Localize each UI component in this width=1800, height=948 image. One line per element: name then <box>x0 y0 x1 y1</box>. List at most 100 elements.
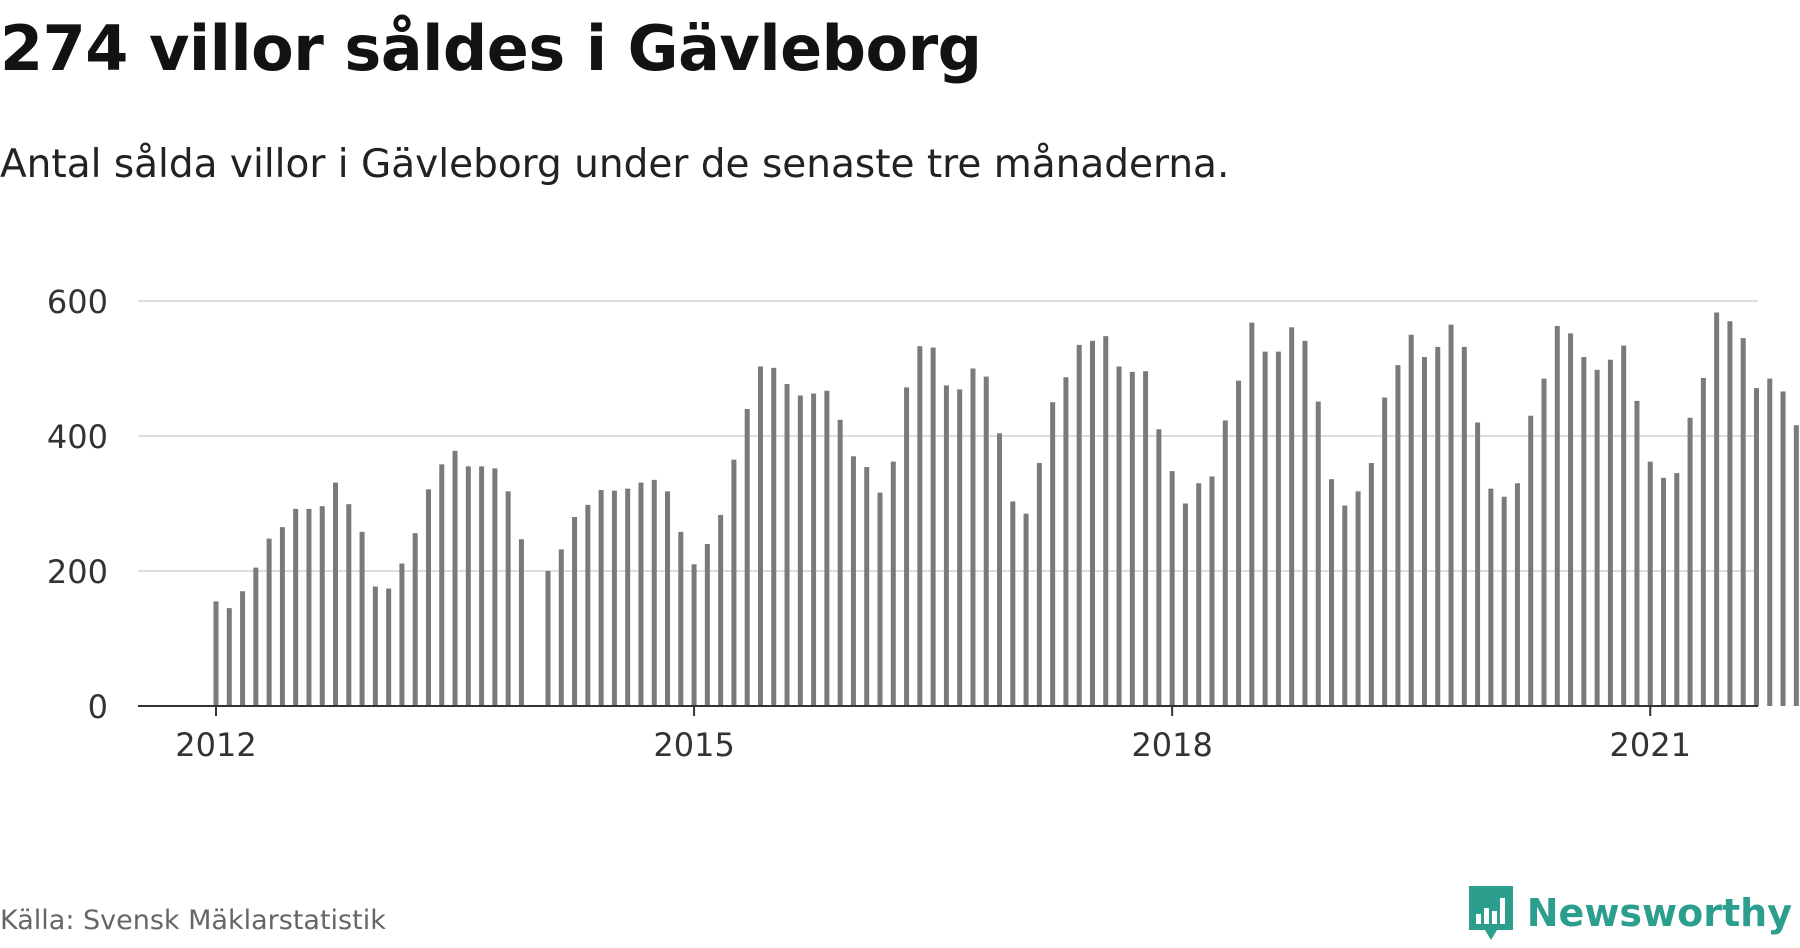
bar <box>372 586 378 706</box>
bar <box>1382 397 1388 706</box>
x-tick-label: 2015 <box>653 726 734 764</box>
bar <box>824 390 830 706</box>
source-note: Källa: Svensk Mäklarstatistik <box>0 905 386 936</box>
bar <box>850 456 856 706</box>
bar <box>1568 333 1574 706</box>
bar <box>1289 327 1295 706</box>
bar <box>306 508 312 706</box>
bar <box>930 347 936 706</box>
newsworthy-logo-icon <box>1468 886 1513 940</box>
bar <box>1368 463 1374 706</box>
bar <box>279 527 285 706</box>
bar <box>1421 357 1427 706</box>
bar <box>704 544 710 706</box>
bar <box>837 419 843 706</box>
bar <box>412 533 418 706</box>
bar <box>1554 325 1560 706</box>
bar <box>1182 503 1188 706</box>
bar <box>1129 371 1135 706</box>
bar <box>386 588 392 706</box>
y-tick-label: 0 <box>88 688 108 726</box>
bar <box>1461 346 1467 706</box>
bar <box>1355 491 1361 706</box>
bar <box>213 601 219 706</box>
bar <box>346 504 352 706</box>
bar <box>465 466 471 706</box>
bar <box>1089 340 1095 706</box>
bar <box>1740 338 1746 706</box>
bar <box>492 468 498 706</box>
bar <box>691 564 697 706</box>
bar <box>1514 483 1520 706</box>
bar <box>558 549 564 706</box>
bar <box>1329 479 1335 706</box>
brand-name: Newsworthy <box>1526 891 1792 935</box>
bar <box>518 539 524 706</box>
bar <box>1607 359 1613 706</box>
bar <box>665 491 671 706</box>
bar <box>1023 513 1029 706</box>
bar <box>1674 473 1680 706</box>
bar <box>917 346 923 706</box>
bar <box>1169 471 1175 706</box>
bar <box>678 531 684 706</box>
bar <box>1302 340 1308 706</box>
bar <box>1036 463 1042 706</box>
bar <box>638 482 644 706</box>
bar <box>1793 425 1799 706</box>
bar <box>1700 377 1706 706</box>
bar <box>545 571 551 706</box>
bar <box>240 591 246 706</box>
bar <box>1634 400 1640 706</box>
bar <box>625 488 631 706</box>
bar <box>718 514 724 706</box>
bar <box>1249 322 1255 706</box>
bar <box>1275 351 1281 706</box>
brand-logo[interactable]: Newsworthy <box>1467 884 1792 942</box>
bar <box>359 531 365 706</box>
bar <box>1488 488 1494 706</box>
bar <box>1222 420 1228 706</box>
bar <box>425 489 431 706</box>
bars <box>213 312 1799 706</box>
bar <box>983 376 989 706</box>
bar <box>1687 417 1693 706</box>
bar <box>1528 415 1534 706</box>
bar <box>1063 377 1069 706</box>
bar <box>1315 401 1321 706</box>
bar <box>1395 365 1401 706</box>
bar <box>598 490 604 706</box>
bar <box>811 393 817 706</box>
bar <box>904 387 910 706</box>
bar <box>1594 369 1600 706</box>
bar <box>439 464 445 706</box>
bar <box>797 395 803 706</box>
bar <box>1661 477 1667 706</box>
bar <box>1236 380 1242 706</box>
bar <box>399 563 405 706</box>
bar <box>572 517 578 706</box>
bar <box>731 459 737 706</box>
bar <box>784 384 790 706</box>
bar <box>997 433 1003 706</box>
y-tick-label: 200 <box>47 553 108 591</box>
bar <box>1196 483 1202 706</box>
bar <box>1156 429 1162 706</box>
bar <box>1501 496 1507 706</box>
bar <box>1581 357 1587 706</box>
bar-chart: 020040060027420122015201820212023 <box>47 283 1799 764</box>
bar <box>1714 312 1720 706</box>
bar <box>970 368 976 706</box>
bar <box>1448 324 1454 706</box>
bar <box>253 567 259 706</box>
bar <box>957 389 963 706</box>
bar <box>1076 344 1082 706</box>
bar <box>505 491 511 706</box>
bar <box>1103 336 1109 706</box>
bar <box>266 538 272 706</box>
bar <box>890 461 896 706</box>
bar <box>611 490 617 706</box>
bar <box>1475 422 1481 706</box>
bar <box>757 366 763 706</box>
bar <box>333 482 339 706</box>
